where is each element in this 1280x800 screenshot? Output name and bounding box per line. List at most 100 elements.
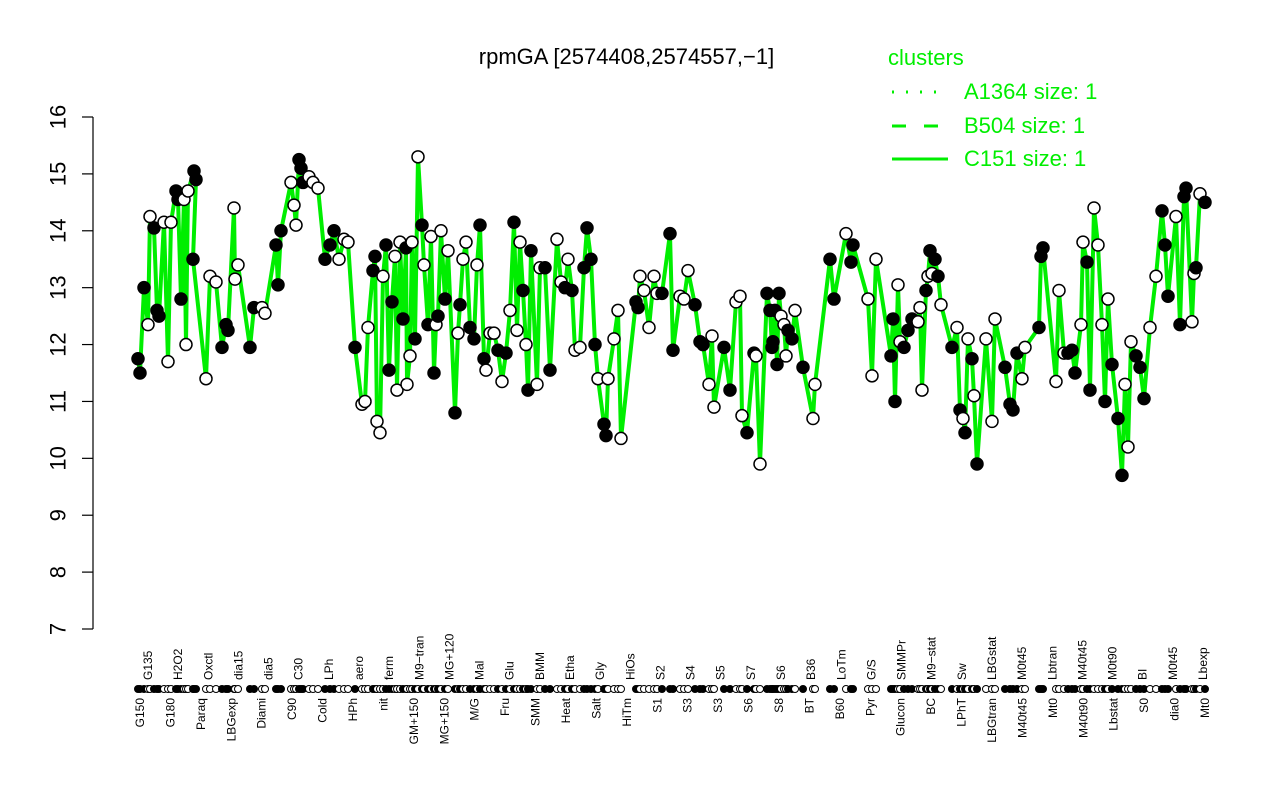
- data-point: [1155, 204, 1169, 218]
- data-point: [561, 252, 575, 266]
- y-tick-label: 14: [46, 219, 71, 243]
- data-point: [588, 337, 602, 352]
- data-point: [181, 184, 195, 198]
- data-point: [221, 323, 235, 338]
- data-point: [956, 411, 970, 426]
- data-point: [289, 218, 303, 232]
- data-point: [519, 337, 533, 352]
- x-tick-label: G/S: [864, 659, 878, 680]
- data-point: [597, 417, 611, 431]
- data-point: [573, 340, 587, 355]
- data-point: [607, 332, 621, 346]
- data-point: [740, 425, 754, 440]
- data-point: [979, 332, 993, 346]
- data-point: [258, 306, 272, 321]
- data-point: [770, 357, 784, 372]
- rug-point: [756, 685, 764, 693]
- rug-point: [546, 685, 554, 693]
- data-point: [1032, 320, 1046, 335]
- x-tick-label: Lbexp: [1196, 647, 1210, 680]
- data-point: [1074, 317, 1088, 332]
- data-point: [1018, 340, 1032, 355]
- data-point: [861, 292, 875, 306]
- data-point: [934, 297, 948, 312]
- data-point: [530, 377, 544, 392]
- data-point: [513, 235, 527, 249]
- data-point: [361, 320, 375, 335]
- data-point: [844, 255, 858, 269]
- x-tick-label: S6: [742, 698, 756, 713]
- data-point: [341, 235, 355, 249]
- x-tick-label: HiTm: [620, 698, 634, 727]
- data-point: [1065, 343, 1079, 357]
- rug-point: [743, 685, 751, 693]
- data-point: [839, 226, 853, 241]
- x-tick-label: B36: [804, 658, 818, 680]
- data-point: [459, 235, 473, 249]
- y-tick-label: 11: [46, 390, 71, 413]
- x-tick-label: Mt0: [1046, 698, 1060, 718]
- data-point: [647, 269, 661, 284]
- data-point: [543, 363, 557, 377]
- data-point: [1049, 374, 1063, 389]
- data-point: [1052, 283, 1066, 298]
- x-tick-label: Diami: [255, 698, 269, 729]
- y-tick-label: 9: [46, 509, 71, 521]
- x-tick-label: M/G: [468, 698, 482, 721]
- x-tick-label: LBGstat: [985, 636, 999, 680]
- data-point: [806, 411, 820, 426]
- data-point: [1161, 289, 1175, 303]
- x-tick-label: Glucon: [894, 698, 908, 736]
- data-point: [749, 349, 763, 363]
- rug-point: [991, 685, 999, 693]
- rug-point: [791, 685, 799, 693]
- data-point: [141, 317, 155, 332]
- data-point: [1111, 411, 1125, 426]
- x-tick-label: nit: [376, 697, 390, 710]
- data-point: [396, 312, 410, 326]
- data-point: [1091, 238, 1105, 252]
- x-tick-label: ferm: [382, 656, 396, 680]
- rug-point: [811, 685, 819, 693]
- data-point: [550, 232, 564, 247]
- x-tick-label: C30: [292, 658, 306, 680]
- data-point: [808, 377, 822, 392]
- data-point: [772, 286, 786, 301]
- x-tick-label: Oxctl: [201, 653, 215, 680]
- data-point: [1198, 195, 1212, 210]
- data-point: [998, 360, 1012, 375]
- x-tick-label: S3: [711, 698, 725, 713]
- data-point: [785, 332, 799, 346]
- dotted-line-icon: [892, 90, 948, 94]
- data-point: [370, 414, 384, 429]
- x-tick-label: M9−tran: [412, 636, 426, 680]
- data-point: [1098, 394, 1112, 409]
- data-point: [390, 383, 404, 397]
- data-point: [1173, 317, 1187, 332]
- y-tick-label: 8: [46, 566, 71, 578]
- rug-point: [973, 685, 981, 693]
- data-point: [599, 428, 613, 443]
- data-point: [477, 352, 491, 366]
- data-point: [332, 252, 346, 266]
- x-tick-label: Heat: [559, 697, 573, 723]
- data-point: [227, 201, 241, 215]
- x-tick-label: S7: [744, 665, 758, 680]
- data-point: [415, 218, 429, 232]
- data-point: [1087, 201, 1101, 215]
- data-point: [385, 295, 399, 309]
- x-tick-label: BMM: [533, 652, 547, 680]
- x-tick-label: BT: [802, 697, 816, 713]
- rug-point: [314, 685, 322, 693]
- x-tick-label: S0: [1137, 698, 1151, 713]
- data-point: [137, 280, 151, 295]
- x-tick-label: LBGtran: [985, 698, 999, 743]
- y-tick-label: 16: [46, 105, 71, 129]
- x-tick-label: SMM: [529, 698, 543, 726]
- data-point: [327, 224, 341, 238]
- data-point: [179, 337, 193, 352]
- x-tick-label: dia5: [262, 657, 276, 680]
- data-point: [174, 292, 188, 306]
- x-tick-label: S8: [772, 698, 786, 713]
- data-point: [368, 249, 382, 264]
